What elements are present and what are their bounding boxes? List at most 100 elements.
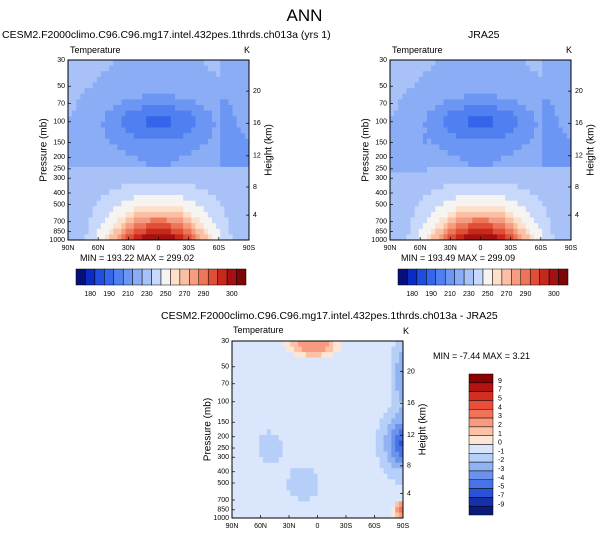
panel3-cell — [255, 512, 260, 519]
panel1-cell — [158, 60, 164, 67]
panel2-cell — [484, 228, 490, 235]
panel3-cell — [344, 435, 350, 442]
panel2-cell — [525, 93, 531, 100]
panel1-cell — [228, 155, 234, 162]
panel2-cell — [505, 138, 510, 145]
panel3-cell — [232, 379, 237, 386]
panel1-cell — [137, 82, 143, 89]
panel3-cell — [356, 473, 361, 480]
panel2-cell — [427, 127, 432, 134]
panel1-cell — [224, 127, 229, 134]
panel3-cell — [274, 446, 280, 453]
panel3-cell — [336, 412, 342, 419]
panel2-cell — [529, 88, 535, 95]
panel3-cell — [368, 346, 373, 353]
panel2-cell — [501, 76, 506, 83]
panel1-cell — [183, 178, 188, 185]
panel1-cell — [199, 217, 205, 224]
panel1-cell — [203, 166, 209, 174]
panel3-cell — [247, 506, 252, 513]
panel3-cell — [360, 490, 365, 497]
panel1-cell — [228, 93, 234, 100]
panel1-cell — [72, 195, 77, 202]
panel3-cell — [247, 468, 252, 475]
panel2-cell — [566, 65, 572, 72]
panel2-colorbar-box — [435, 268, 446, 286]
panel1-cell — [211, 133, 217, 140]
panel3-cell — [360, 462, 365, 469]
panel3-cell — [399, 495, 404, 502]
panel2-cell — [521, 217, 527, 224]
panel3-cell — [379, 451, 385, 458]
panel1-cell — [80, 76, 85, 83]
panel2-cell — [422, 178, 428, 185]
panel3-cell — [278, 440, 284, 447]
panel1-cell — [68, 200, 73, 207]
panel3-cell — [298, 379, 303, 386]
panel1-cell — [170, 76, 176, 83]
panel3-cell — [375, 357, 381, 364]
panel3-cell — [340, 468, 346, 475]
panel1-cell — [105, 93, 110, 100]
panel3-cell — [247, 512, 252, 519]
panel2-cell — [398, 178, 403, 185]
panel3-cell — [340, 346, 346, 353]
panel1-cell — [137, 223, 143, 230]
panel2-y2label: Height (km) — [586, 124, 597, 176]
panel2-cell — [431, 155, 436, 162]
panel3-cell — [251, 457, 256, 464]
panel2-cell — [480, 71, 486, 78]
panel2-cell — [427, 144, 432, 151]
panel1-cell — [195, 76, 201, 83]
panel1-cell — [232, 183, 238, 190]
panel3-cell — [352, 346, 357, 353]
panel3-ytick-label: 200 — [217, 434, 229, 441]
panel3-cell — [383, 418, 388, 425]
panel3-cell — [309, 435, 315, 442]
panel2-cell — [538, 121, 543, 128]
panel1-cell — [216, 189, 221, 196]
panel3-cell — [379, 473, 385, 480]
panel3-cell — [278, 423, 284, 430]
panel1-cell — [142, 121, 147, 128]
panel1-cell — [174, 150, 180, 157]
panel3-cell — [356, 363, 361, 370]
panel2-cell — [443, 183, 449, 190]
panel1-cell — [137, 110, 143, 117]
panel3-cell — [255, 363, 260, 370]
panel2-cell — [517, 155, 523, 162]
panel1-cell — [191, 110, 197, 117]
panel2-cell — [562, 189, 568, 196]
panel1-cell — [68, 76, 73, 83]
panel1-cell — [109, 223, 114, 230]
panel1-cell — [88, 172, 94, 179]
panel2-cell — [533, 150, 539, 157]
panel2-cell — [394, 133, 399, 140]
panel2-cell — [492, 155, 498, 162]
panel1-cell — [72, 183, 77, 190]
panel1-cell — [96, 138, 102, 145]
panel2-cell — [558, 172, 564, 179]
panel3-cell — [239, 418, 245, 425]
panel1-cell — [187, 99, 192, 106]
panel1-cell — [84, 116, 90, 123]
panel2-cell — [525, 144, 531, 151]
panel2-cell — [480, 127, 486, 134]
panel2-cell — [521, 161, 527, 168]
panel1-cell — [158, 200, 164, 207]
panel3-cell — [352, 396, 357, 403]
panel2-cell — [431, 65, 436, 72]
panel2-cell — [533, 76, 539, 83]
panel3-cell — [321, 390, 326, 397]
panel2-cell — [472, 76, 477, 83]
panel2-cell — [459, 138, 465, 145]
panel3-cell — [235, 418, 241, 425]
panel1-cell — [146, 127, 151, 134]
panel3-xtick-label: 30N — [283, 523, 296, 530]
panel2-cell — [525, 189, 531, 196]
panel3-cell — [399, 379, 404, 386]
panel2-colorbar-label: 300 — [548, 291, 560, 298]
panel1-y2tick-label: 4 — [253, 212, 257, 219]
panel1-cell — [72, 93, 77, 100]
panel1-xtick-label: 30S — [182, 245, 195, 252]
